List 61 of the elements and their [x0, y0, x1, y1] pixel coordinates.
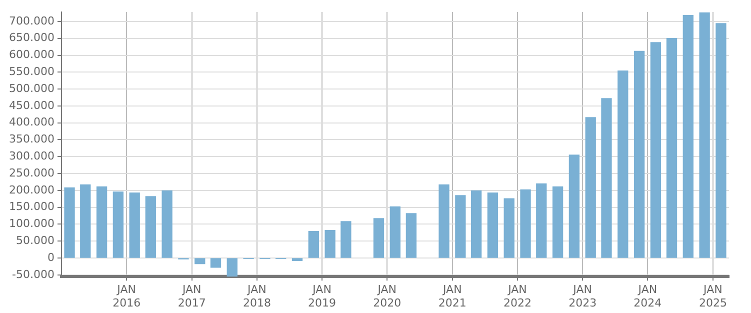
- bar: [129, 192, 140, 258]
- bar: [162, 190, 172, 258]
- bar: [96, 186, 108, 258]
- y-tick-label: 450.000: [8, 98, 54, 112]
- bar: [226, 258, 238, 277]
- bar: [634, 50, 645, 258]
- bar: [699, 12, 710, 258]
- y-tick-label: 500.000: [8, 82, 54, 95]
- x-tick-label: JAN 2022: [503, 283, 532, 310]
- x-tick-label: JAN 2019: [308, 283, 336, 310]
- x-tick-label: JAN 2017: [178, 283, 206, 310]
- bar: [210, 258, 222, 268]
- bar: [716, 23, 726, 258]
- bar: [438, 184, 450, 258]
- y-tick-label: 200.000: [8, 183, 54, 196]
- y-tick-label: -50.000: [12, 268, 54, 281]
- bar: [455, 195, 466, 258]
- bar: [487, 192, 498, 258]
- bar: [470, 190, 482, 258]
- y-tick-label: 250.000: [8, 166, 54, 180]
- y-tick-label: 150.000: [8, 200, 54, 214]
- bar: [520, 189, 531, 258]
- x-tick-label: JAN 2021: [438, 283, 466, 310]
- x-tick-label: JAN 2025: [698, 283, 727, 310]
- bar: [585, 117, 596, 258]
- y-tick-label: 600.000: [8, 48, 54, 62]
- x-tick-label: JAN 2024: [634, 283, 662, 310]
- x-tick-label: JAN 2018: [242, 283, 271, 310]
- bar: [112, 191, 124, 258]
- bar: [64, 187, 75, 258]
- bar: [666, 38, 678, 258]
- bar: [145, 196, 156, 258]
- x-tick-label: JAN 2016: [112, 283, 141, 310]
- bar: [536, 183, 547, 258]
- y-tick-label: 300.000: [8, 149, 54, 162]
- bar: [194, 258, 206, 264]
- bar: [406, 213, 417, 258]
- bar: [682, 15, 694, 258]
- y-tick-label: 50.000: [16, 234, 54, 247]
- bar: [390, 206, 400, 258]
- bar: [373, 218, 384, 258]
- bar: [504, 198, 514, 258]
- bar: [568, 154, 580, 258]
- y-tick-label: 400.000: [8, 116, 54, 129]
- y-tick-label: 0: [47, 250, 54, 264]
- bar: [650, 42, 662, 258]
- y-tick-label: 650.000: [8, 31, 54, 44]
- bar: [340, 221, 352, 258]
- bar: [552, 186, 564, 258]
- bar: [308, 230, 319, 258]
- bar: [601, 98, 612, 258]
- bar: [80, 184, 91, 258]
- y-tick-label: 550.000: [8, 65, 54, 78]
- bar: [618, 70, 628, 258]
- x-tick-label: JAN 2020: [373, 283, 402, 310]
- y-tick-label: 700.000: [8, 14, 54, 28]
- y-tick-label: 350.000: [8, 132, 54, 146]
- bar: [292, 258, 303, 262]
- bar: [324, 230, 336, 258]
- y-tick-label: 100.000: [8, 217, 54, 230]
- x-tick-label: JAN 2023: [568, 283, 597, 310]
